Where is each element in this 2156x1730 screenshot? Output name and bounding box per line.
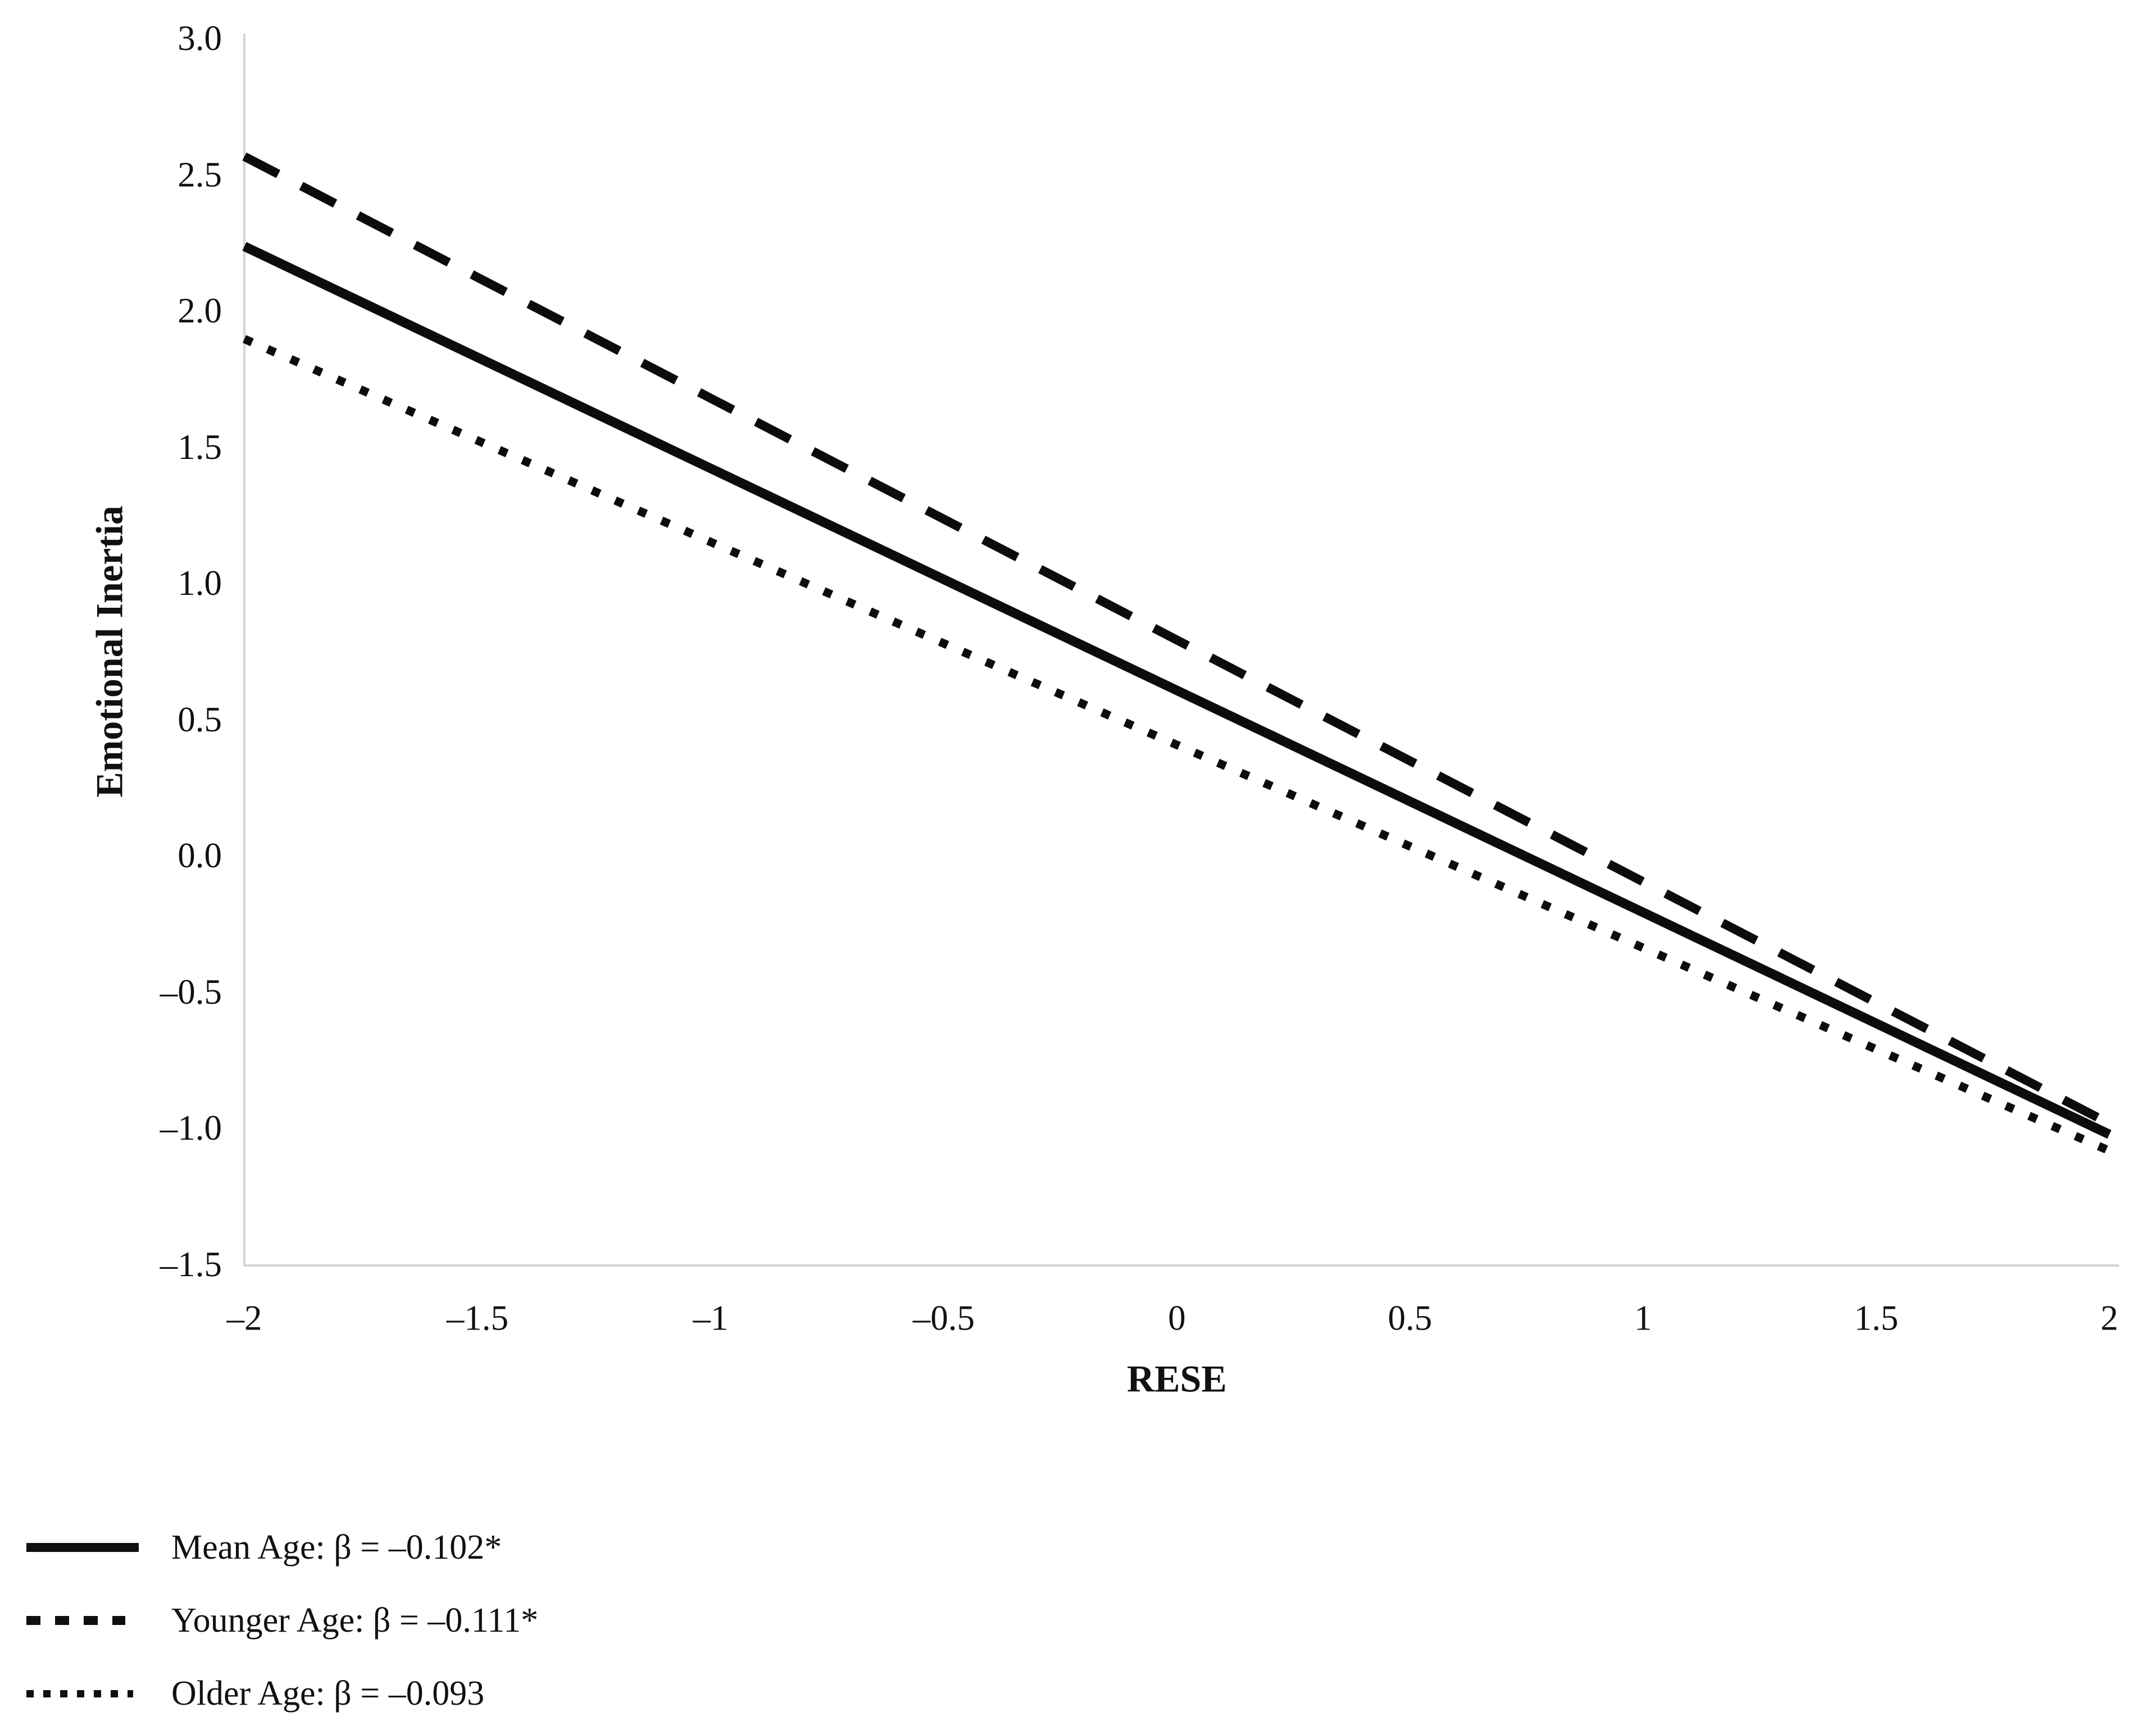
x-tick-label: –0.5: [912, 1298, 975, 1338]
y-tick-label: 0.0: [178, 836, 222, 876]
x-tick-label: 1.5: [1854, 1298, 1899, 1338]
dashed-line-icon: [26, 1616, 125, 1625]
x-tick-label: 1: [1634, 1298, 1652, 1338]
series-line-younger-age: [242, 152, 2112, 1128]
x-axis-title: RESE: [1127, 1357, 1227, 1400]
x-tick-label: 0: [1168, 1298, 1186, 1338]
y-tick-label: 0.5: [178, 699, 222, 739]
legend-label: Older Age: β = –0.093: [171, 1674, 485, 1713]
series-line-older-age: [243, 335, 2111, 1155]
legend-entry-mean-age: Mean Age: β = –0.102*: [26, 1530, 502, 1565]
y-tick-label: 2.0: [178, 291, 222, 331]
y-tick-label: 2.5: [178, 154, 222, 194]
x-tick-label: –1: [693, 1298, 729, 1338]
y-tick-label: –1.0: [160, 1108, 222, 1148]
legend-entry-older-age: Older Age: β = –0.093: [26, 1676, 484, 1711]
x-tick-label: 2: [2100, 1298, 2118, 1338]
x-tick-label: –2: [226, 1298, 262, 1338]
y-tick-label: 3.0: [178, 19, 222, 58]
legend-label: Mean Age: β = –0.102*: [171, 1528, 502, 1567]
x-tick-label: 0.5: [1388, 1298, 1432, 1338]
x-tick-label: –1.5: [446, 1298, 509, 1338]
legend-label: Younger Age: β = –0.111*: [171, 1601, 539, 1640]
y-tick-label: 1.5: [178, 427, 222, 467]
series-line-mean-age: [242, 242, 2112, 1139]
legend-entry-younger-age: Younger Age: β = –0.111*: [26, 1603, 538, 1638]
y-tick-label: –1.5: [160, 1244, 222, 1284]
y-tick-label: –0.5: [160, 972, 222, 1012]
y-tick-label: 1.0: [178, 563, 222, 603]
dotted-line-icon: [26, 1690, 133, 1697]
solid-line-icon: [26, 1543, 139, 1552]
y-axis-title: Emotional Inertia: [88, 506, 131, 798]
